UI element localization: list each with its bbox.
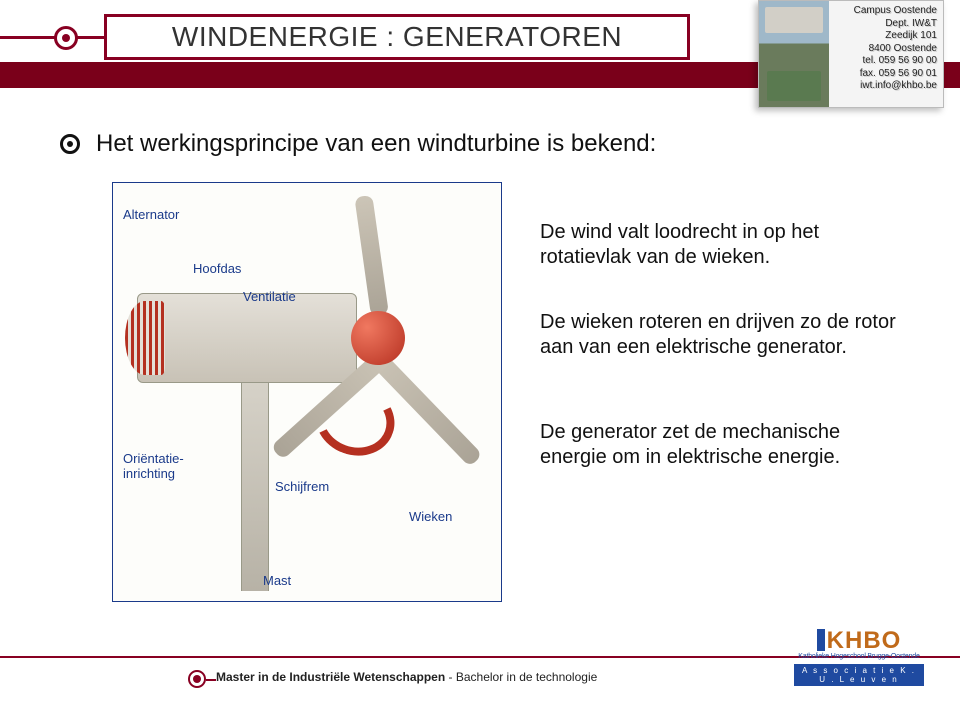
campus-address: Campus Oostende Dept. IW&T Zeedijk 101 8…: [829, 1, 943, 107]
footer-sep: -: [445, 670, 456, 684]
target-small-icon: [188, 670, 206, 688]
label-schijfrem: Schijfrem: [275, 479, 329, 494]
logo-assoc: A s s o c i a t i e K . U . L e u v e n: [794, 664, 924, 686]
footer: Master in de Industriële Wetenschappen -…: [0, 656, 960, 710]
campus-line: Campus Oostende: [835, 5, 937, 18]
logo-main: KHBO: [794, 629, 924, 653]
bullet-text: Het werkingsprincipe van een windturbine…: [96, 130, 656, 158]
label-hoofdas: Hoofdas: [193, 261, 241, 276]
label-wieken: Wieken: [409, 509, 452, 524]
paragraph-3: De generator zet de mechanische energie …: [540, 420, 900, 470]
label-ventilatie: Ventilatie: [243, 289, 296, 304]
paragraph-2: De wieken roteren en drijven zo de rotor…: [540, 310, 900, 360]
campus-line: Dept. IW&T: [835, 18, 937, 31]
campus-line: Zeedijk 101: [835, 30, 937, 43]
label-orientatie: Oriëntatie-inrichting: [123, 451, 203, 481]
title-box: WINDENERGIE : GENERATOREN: [104, 14, 690, 60]
turbine-diagram: Alternator Hoofdas Ventilatie Oriëntatie…: [112, 182, 502, 602]
campus-photo: [759, 1, 829, 107]
footer-text-bold: Master in de Industriële Wetenschappen: [216, 670, 445, 684]
rotation-arrow-icon: [305, 373, 404, 466]
bullet-row: Het werkingsprincipe van een windturbine…: [60, 130, 656, 158]
label-mast: Mast: [263, 573, 291, 588]
logo-sub: Katholieke Hogeschool Brugge-Oostende: [794, 653, 924, 660]
paragraph-1: De wind valt loodrecht in op het rotatie…: [540, 220, 900, 270]
target-bullet-icon: [60, 134, 80, 154]
footer-text: Master in de Industriële Wetenschappen -…: [216, 670, 597, 684]
campus-line: 8400 Oostende: [835, 43, 937, 56]
campus-line: tel. 059 56 90 00: [835, 55, 937, 68]
target-icon: [54, 26, 78, 50]
diagram-inner: Alternator Hoofdas Ventilatie Oriëntatie…: [113, 183, 501, 601]
label-alternator: Alternator: [123, 207, 179, 222]
turbine-tower: [241, 381, 269, 591]
campus-info-card: Campus Oostende Dept. IW&T Zeedijk 101 8…: [758, 0, 944, 108]
campus-line: iwt.info@khbo.be: [835, 80, 937, 93]
campus-line: fax. 059 56 90 01: [835, 68, 937, 81]
header-accent-line: [0, 36, 104, 39]
turbine-blade: [354, 195, 389, 316]
page-title: WINDENERGIE : GENERATOREN: [172, 21, 622, 53]
turbine-alternator: [125, 301, 165, 375]
turbine-nacelle: [137, 293, 357, 383]
footer-text-rest: Bachelor in de technologie: [456, 670, 597, 684]
khbo-logo: KHBO Katholieke Hogeschool Brugge-Oosten…: [794, 629, 924, 686]
turbine-hub: [351, 311, 405, 365]
